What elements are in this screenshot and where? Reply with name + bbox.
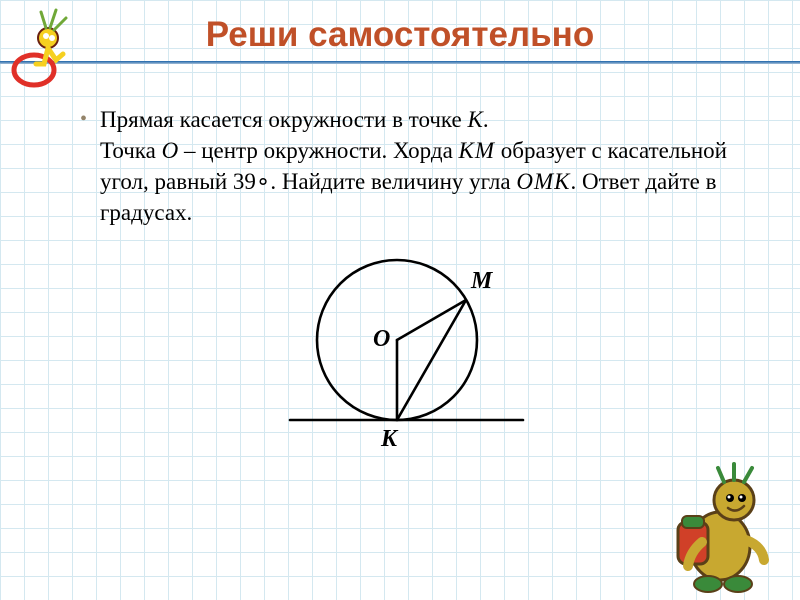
geometry-diagram: O K M [285, 238, 525, 453]
svg-text:M: M [470, 268, 494, 294]
problem-row: • Прямая касается окружности в точке K. … [80, 104, 730, 228]
title-text: Реши самостоятельно [206, 15, 594, 54]
svg-text:K: K [380, 426, 399, 452]
t-OMK: OMK [516, 169, 570, 194]
t-KM: KM [459, 138, 496, 163]
slide-content: Реши самостоятельно • Прямая касается ок… [0, 0, 800, 460]
t-line2a: Точка [100, 138, 162, 163]
problem-block: • Прямая касается окружности в точке K. … [0, 64, 800, 460]
mascot-bottom-icon [660, 456, 780, 596]
t-line1a: Прямая касается окружности в точке [100, 107, 467, 132]
page-title: Реши самостоятельно [0, 0, 800, 55]
problem-text: Прямая касается окружности в точке K. То… [100, 104, 730, 228]
t-line1b: . [483, 107, 489, 132]
t-line2b: – центр окружности. Хорда [178, 138, 458, 163]
t-K: K [467, 107, 482, 132]
svg-text:O: O [373, 326, 390, 352]
t-O: O [162, 138, 179, 163]
bullet-icon: • [80, 104, 100, 228]
mascot-top-icon [6, 4, 78, 89]
diagram-wrap: O K M [80, 238, 730, 460]
